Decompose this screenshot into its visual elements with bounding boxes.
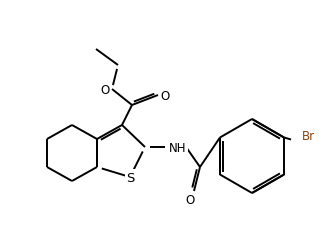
Text: Br: Br [302,130,315,142]
Text: S: S [126,171,134,184]
Text: NH: NH [169,141,187,154]
Text: O: O [185,194,195,207]
Text: O: O [160,89,170,102]
Text: O: O [100,83,110,96]
